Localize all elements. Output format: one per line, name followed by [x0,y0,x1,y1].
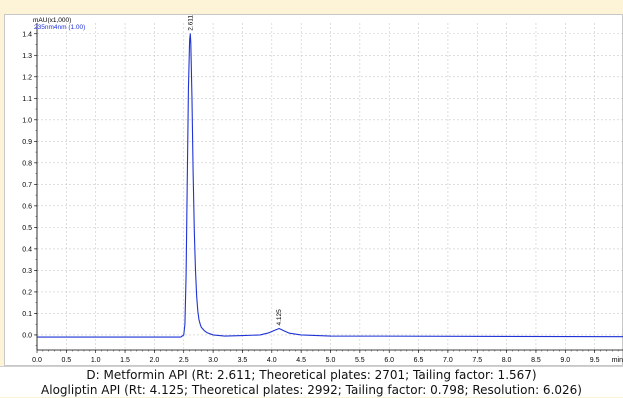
x-tick-label: 6.0 [384,357,394,364]
y-tick-label: 1.3 [22,53,32,60]
y-tick-label: 0.6 [22,203,32,210]
y-tick-label: 1.4 [22,31,32,38]
x-tick-label: 0.5 [61,357,71,364]
y-tick-label: 0.3 [22,268,32,275]
y-tick-label: 0.9 [22,139,32,146]
x-tick-label: 4.0 [267,357,277,364]
x-tick-label: 1.5 [120,357,130,364]
x-tick-label: 4.5 [296,357,306,364]
y-tick-label: 0.1 [22,311,32,318]
x-unit-label: min [612,357,623,364]
plot-panel: 0.0 0.5 1.0 1.5 2.0 2.5 3.0 3.5 4.0 4.5 5.0 5.5 6.0 6… [4,14,623,366]
y-tick-label: 0.7 [22,182,32,189]
chromatogram-chart: 0.0 0.5 1.0 1.5 2.0 2.5 3.0 3.5 4.0 4.5 5.0 5.5 6.0 6… [22,15,623,364]
y-tick-label: 0.8 [22,160,32,167]
y-tick-label: 0.0 [22,332,32,339]
x-tick-label: 6.5 [414,357,424,364]
x-tick-label: 5.5 [355,357,365,364]
y-tick-label: 0.4 [22,246,32,253]
y-tick-label: 1.2 [22,74,32,81]
x-tick-label: 7.5 [472,357,482,364]
x-tick-label: 3.5 [238,357,248,364]
y-unit-label: mAU(x1,000) [33,17,71,24]
x-tick-label: 8.5 [531,357,541,364]
peak-label: 2.611 [187,15,194,31]
x-tick-label: 9.0 [560,357,570,364]
peak-label: 4.125 [276,309,283,326]
x-tick-label: 9.5 [590,357,600,364]
x-tick-label: 5.0 [326,357,336,364]
figure-caption: D: Metformin API (Rt: 2.611; Theoretical… [0,366,623,397]
x-tick-label: 2.0 [150,357,160,364]
x-tick-label: 2.5 [179,357,189,364]
x-tick-label: 3.0 [208,357,218,364]
y-tick-label: 1.0 [22,117,32,124]
channel-label: 235nm4nm (1.00) [34,24,85,31]
y-tick-label: 0.5 [22,225,32,232]
x-tick-label: 0.0 [32,357,42,364]
x-tick-label: 8.0 [502,357,512,364]
chromatogram-trace [37,33,623,338]
x-tick-label: 7.0 [443,357,453,364]
y-tick-label: 1.1 [22,96,32,103]
y-tick-label: 0.2 [22,289,32,296]
caption-line-2: Alogliptin API (Rt: 4.125; Theoretical p… [41,383,582,397]
caption-line-1: D: Metformin API (Rt: 2.611; Theoretical… [86,368,537,382]
x-tick-label: 1.0 [91,357,101,364]
